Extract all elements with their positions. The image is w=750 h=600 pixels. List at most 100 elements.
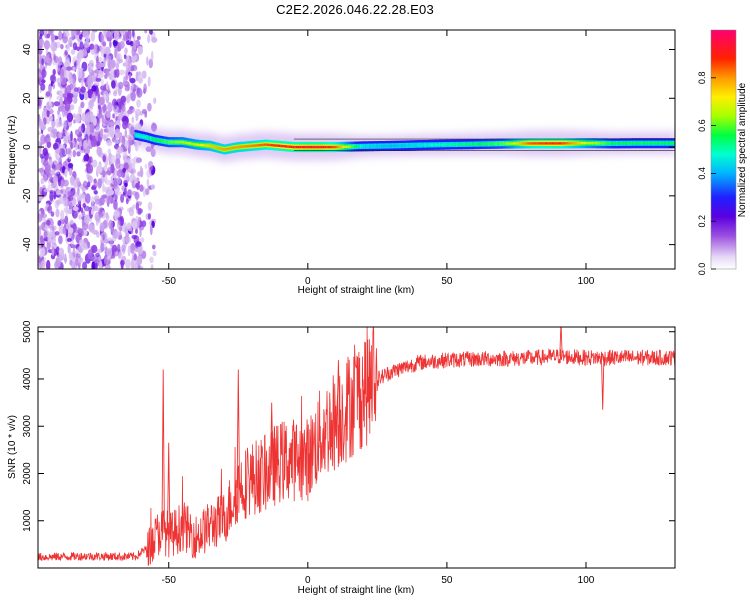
spectrogram-peak-cell (171, 141, 175, 144)
spectrogram-cell (94, 131, 99, 138)
spectrogram-cell (136, 87, 143, 98)
spectrogram-peak-cell (661, 142, 664, 145)
spectrogram-cell (52, 142, 59, 150)
spectrogram-peak-cell (158, 139, 161, 142)
spectrogram-cell (52, 175, 59, 184)
spectrogram-peak-cell (540, 142, 543, 145)
spectrogram-peak-cell (469, 143, 472, 146)
spectrogram-cell (122, 167, 126, 173)
spectrogram-cell (58, 235, 63, 245)
spectrogram-cell (152, 250, 157, 257)
spectrogram-peak-cell (530, 142, 533, 145)
spectrogram-cell (136, 99, 141, 108)
spectrogram-peak-cell (370, 145, 373, 148)
spectrogram-cell (77, 228, 83, 233)
spectrogram-cell (70, 49, 76, 55)
snr-y-tick-label: 2000 (22, 462, 33, 485)
spectrogram-cell (127, 58, 133, 68)
spectrogram-peak-cell (604, 142, 607, 145)
spectrogram-peak-cell (148, 136, 151, 140)
spectrogram-cell (131, 116, 135, 124)
spectrogram-peak-cell (459, 143, 462, 146)
spectrogram-peak-cell (141, 135, 144, 138)
spectrogram-cell (100, 45, 107, 55)
spectrogram-cell (136, 255, 143, 265)
spectrogram-cell (56, 254, 63, 262)
spectrogram-peak-cell (306, 145, 309, 149)
spectrogram-cell (86, 124, 91, 136)
spectrogram-peak-cell (636, 142, 639, 145)
spectrogram-cell (38, 121, 43, 126)
spectrogram-cell (66, 66, 73, 71)
spectrogram-cell (150, 184, 156, 190)
spectrogram-peak-cell (395, 144, 398, 147)
spectrogram-peak-cell (188, 142, 191, 145)
spectrogram-cell (126, 222, 132, 230)
snr-spike (270, 402, 274, 469)
spectrogram-cell (53, 190, 57, 200)
spectrogram-peak-cell (611, 142, 614, 145)
spectrogram-cell (64, 168, 68, 178)
snr-spike (167, 442, 171, 534)
spectrogram-cell (64, 101, 71, 112)
colorbar: 0.0 0.2 0.4 0.6 0.8 Normalized spectral ampl… (697, 29, 748, 275)
spectrogram-peak-cell (366, 145, 369, 148)
spectrogram-peak-cell (590, 142, 593, 145)
spectrogram-peak-cell (287, 145, 290, 148)
spectrogram-cell (139, 165, 143, 173)
spectrogram-cell (46, 109, 50, 118)
spectrogram-peak-cell (266, 143, 269, 146)
spectrogram-cell (60, 76, 67, 86)
spectrogram-peak-cell (443, 143, 446, 146)
spectrogram-peak-cell (379, 144, 382, 148)
spectrogram-x-ticks: -50 0 50 100 (162, 30, 595, 287)
spectrogram-cell (128, 206, 135, 217)
spectrogram-peak-cell (228, 147, 232, 150)
spectrogram-cell (89, 43, 95, 50)
spectrogram-peak-cell (657, 142, 660, 145)
snr-frame (37, 326, 676, 569)
spectrogram-cell (116, 53, 120, 62)
spectrogram-cell (144, 163, 148, 170)
spectrogram-cell (122, 151, 128, 162)
snr-x-tick-label: -50 (162, 575, 177, 586)
spectrogram-peak-cell (554, 142, 557, 145)
spectrogram-cell (125, 232, 130, 244)
spectrogram-peak-cell (637, 142, 640, 145)
spectrogram-peak-cell (628, 142, 631, 145)
spectrogram-cell (87, 175, 93, 184)
spectrogram-cell (72, 149, 77, 158)
spectrogram-cell (89, 123, 95, 134)
spectrogram-cell (54, 231, 60, 236)
spectrogram-peak-cell (245, 145, 248, 148)
spectrogram-cell (115, 158, 121, 170)
spectrogram-peak-cell (612, 142, 615, 145)
spectrogram-peak-cell (326, 145, 329, 149)
spectrogram-peak-cell (583, 142, 586, 145)
spectrogram-cell (74, 129, 80, 136)
spectrogram-peak-cell (153, 138, 156, 141)
spectrogram-peak-cell (192, 142, 195, 146)
spectrogram-cell (58, 147, 65, 158)
spectrogram-cell (121, 105, 126, 112)
spectrogram-peak-cell (630, 142, 634, 145)
spectrogram-cell (53, 131, 57, 139)
spectrogram-peak-cell (649, 142, 652, 145)
spectrogram-peak-cell (142, 135, 145, 138)
spectrogram-x-tick-label: 50 (441, 276, 453, 287)
spectrogram-peak-cell (355, 145, 358, 148)
spectrogram-cell (118, 69, 126, 76)
spectrogram-cell (68, 194, 74, 202)
spectrogram-cell (80, 145, 84, 151)
spectrogram-peak-cell (433, 143, 436, 146)
spectrogram-peak-cell (490, 142, 493, 145)
spectrogram-cell (104, 257, 109, 265)
spectrogram-peak-cell (405, 144, 408, 147)
spectrogram-cell (65, 148, 72, 155)
spectrogram-cell (95, 215, 99, 227)
spectrogram-peak-cell (347, 145, 350, 148)
spectrogram-peak-cell (336, 145, 339, 149)
spectrogram-peak-cell (516, 142, 519, 145)
spectrogram-cell (137, 171, 143, 177)
spectrogram-cell (104, 179, 112, 185)
